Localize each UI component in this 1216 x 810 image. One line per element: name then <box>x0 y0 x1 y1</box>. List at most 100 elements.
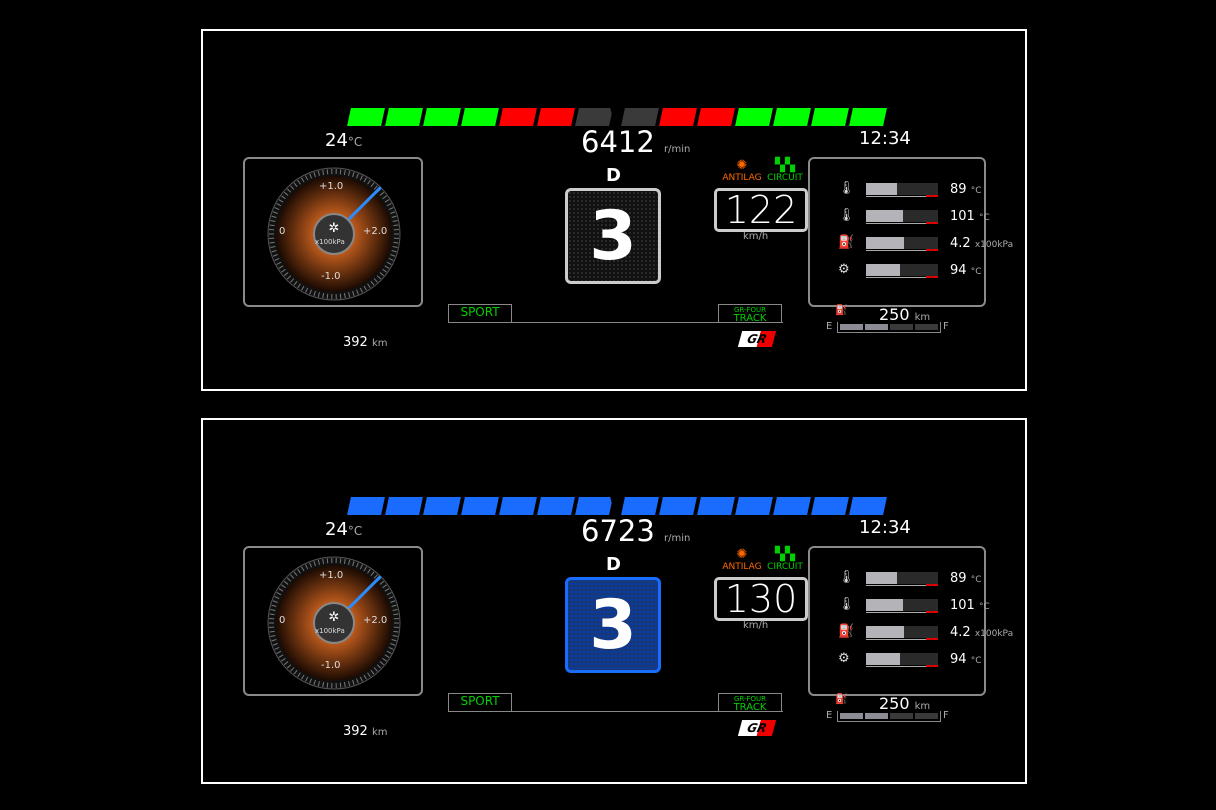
oil-pressure-icon: ⛽ <box>838 235 855 250</box>
odo-unit: km <box>371 727 388 738</box>
rev-segment <box>499 497 537 515</box>
rev-segment <box>461 108 499 126</box>
fuel-empty-label: E <box>826 710 833 721</box>
gauge-row: ⚙ 94 °C <box>830 651 990 669</box>
gauge-unit: °C <box>978 213 990 223</box>
rev-segment <box>423 108 461 126</box>
gauge-value: 94 <box>950 652 967 667</box>
rpm-unit: r/min <box>664 533 691 544</box>
temp-unit: °C <box>347 524 363 538</box>
fuel-icon: ⛽ <box>835 694 848 705</box>
gauge-value: 4.2 <box>950 625 971 640</box>
speed-unit: km/h <box>743 231 769 242</box>
gauge-bar <box>866 626 938 640</box>
boost-label: -1.0 <box>321 660 341 671</box>
rev-segment <box>461 497 499 515</box>
shift-mode: D <box>606 554 621 575</box>
fuel-icon: ⛽ <box>835 305 848 316</box>
awd-mode-indicator: GR-FOUR TRACK <box>718 693 782 713</box>
fuel-empty-label: E <box>826 321 833 332</box>
checkered-flag-icon: ▚▚ <box>775 547 795 562</box>
gauge-bar <box>866 183 938 197</box>
fuel-range-unit: km <box>914 701 931 712</box>
antilag-indicator: ✺ ANTILAG <box>717 547 767 572</box>
rev-segment <box>773 497 811 515</box>
boost-gauge-dial: ✲ <box>267 167 401 301</box>
cluster-panel-standard: 24°C 6412 r/min 12:34 ✲ +1.0 0 +2.0 -1.0… <box>201 29 1027 391</box>
boost-label: +2.0 <box>363 615 388 626</box>
oil-temp-icon: 🌡 <box>838 597 855 612</box>
rev-segment <box>811 108 849 126</box>
rpm-value: 6412 <box>581 125 655 159</box>
gauge-row: ⚙ 94 °C <box>830 262 990 280</box>
gauge-value: 101 <box>950 598 975 613</box>
rev-segment <box>423 497 461 515</box>
gauge-unit: x100kPa <box>974 629 1014 639</box>
rev-segment <box>697 108 735 126</box>
gauge-bar <box>866 210 938 224</box>
drive-mode-sport: SPORT <box>448 693 512 712</box>
boost-unit: x100kPa <box>315 627 345 635</box>
drive-mode-sport: SPORT <box>448 304 512 323</box>
rev-segment <box>849 108 887 126</box>
odo-unit: km <box>371 338 388 349</box>
gauge-bar <box>866 572 938 586</box>
gear-indicator: 3 <box>565 577 661 673</box>
rev-segment <box>659 108 697 126</box>
boost-needle <box>347 575 382 610</box>
rpm-unit: r/min <box>664 144 691 155</box>
boost-gauge: ✲ +1.0 0 +2.0 -1.0 x100kPa <box>243 157 423 307</box>
speedometer: 130 <box>714 577 808 621</box>
rev-segment <box>735 108 773 126</box>
gauge-unit: x100kPa <box>974 240 1014 250</box>
rev-segment <box>385 497 423 515</box>
clock: 12:34 <box>859 517 911 538</box>
gauge-row: ⛽ 4.2 x100kPa <box>830 235 1013 253</box>
fuel-range-unit: km <box>914 312 931 323</box>
rev-segment <box>811 497 849 515</box>
boost-gauge-dial: ✲ <box>267 556 401 690</box>
speedometer: 122 <box>714 188 808 232</box>
gauge-bar <box>866 237 938 251</box>
transmission-temp-icon: ⚙ <box>838 262 850 277</box>
speed-unit: km/h <box>743 620 769 631</box>
rev-segment <box>773 108 811 126</box>
gauge-row: 🌡 89 °C <box>830 570 990 588</box>
gauge-unit: °C <box>970 656 982 666</box>
rev-segment <box>575 497 613 515</box>
circuit-indicator: ▚▚ CIRCUIT <box>765 158 805 183</box>
cluster-panel-blue: 24°C 6723 r/min 12:34 ✲ +1.0 0 +2.0 -1.0… <box>201 418 1027 784</box>
gear-indicator: 3 <box>565 188 661 284</box>
transmission-temp-icon: ⚙ <box>838 651 850 666</box>
gauge-unit: °C <box>978 602 990 612</box>
circuit-indicator: ▚▚ CIRCUIT <box>765 547 805 572</box>
gauge-value: 89 <box>950 571 967 586</box>
turbo-icon: ✲ <box>329 610 340 625</box>
boost-gauge: ✲ +1.0 0 +2.0 -1.0 x100kPa <box>243 546 423 696</box>
boost-label: -1.0 <box>321 271 341 282</box>
awd-mode-indicator: GR-FOUR TRACK <box>718 304 782 324</box>
outside-temp: 24 <box>325 519 348 540</box>
fuel-full-label: F <box>943 321 949 332</box>
gauge-bar <box>866 264 938 278</box>
vehicle-gauges-panel: 🌡 89 °C 🌡 101 °C ⛽ 4.2 x100kPa ⚙ 94 °C <box>808 546 1013 696</box>
gauge-bar <box>866 653 938 667</box>
rev-segment <box>385 108 423 126</box>
odometer: 392 <box>343 335 368 350</box>
outside-temp: 24 <box>325 130 348 151</box>
gauge-row: ⛽ 4.2 x100kPa <box>830 624 1013 642</box>
coolant-temp-icon: 🌡 <box>838 570 855 585</box>
rev-segment <box>697 497 735 515</box>
fuel-range: 250 <box>879 305 910 324</box>
temp-unit: °C <box>347 135 363 149</box>
shift-mode: D <box>606 165 621 186</box>
odometer: 392 <box>343 724 368 739</box>
rev-segment <box>849 497 887 515</box>
gauge-row: 🌡 101 °C <box>830 597 990 615</box>
gauge-value: 101 <box>950 209 975 224</box>
rev-segment <box>659 497 697 515</box>
oil-temp-icon: 🌡 <box>838 208 855 223</box>
boost-needle <box>347 186 382 221</box>
boost-label: +1.0 <box>319 181 344 192</box>
coolant-temp-icon: 🌡 <box>838 181 855 196</box>
